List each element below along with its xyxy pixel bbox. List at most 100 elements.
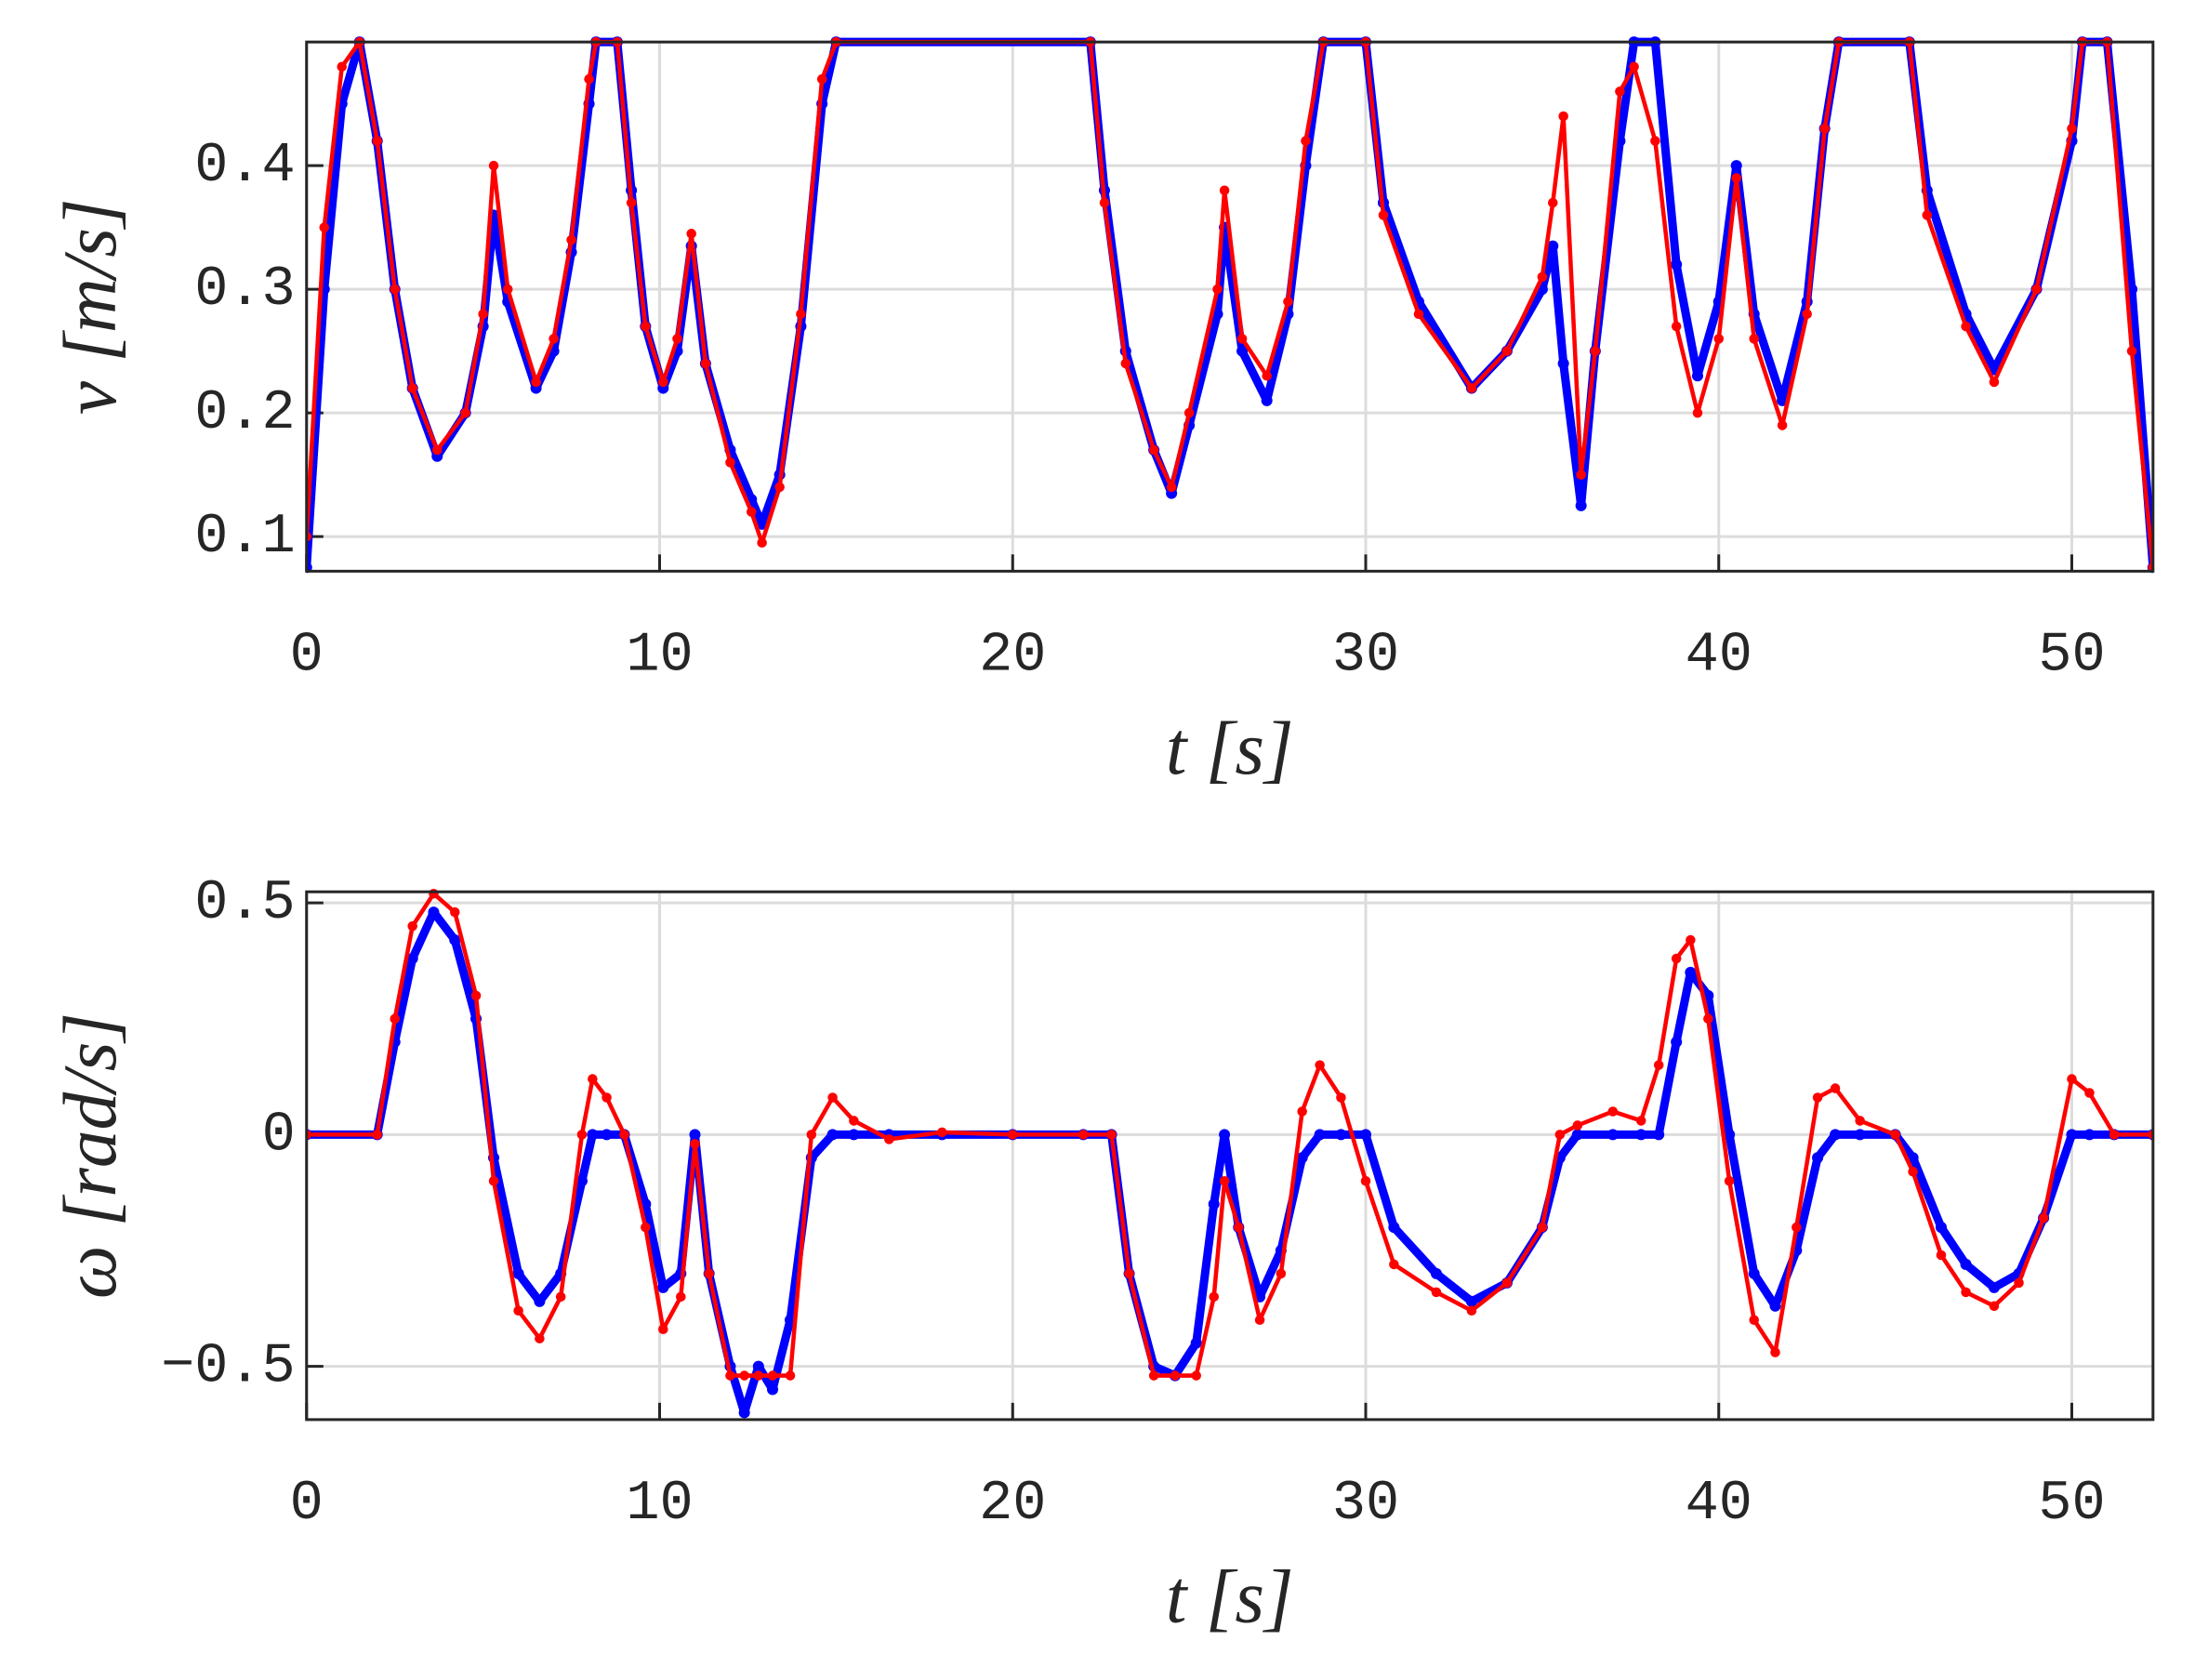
data-point: [1671, 1036, 1683, 1048]
data-point: [1335, 1129, 1347, 1141]
data-point: [1336, 1092, 1346, 1103]
data-point: [488, 160, 499, 171]
x-tick-label: 0: [290, 1473, 324, 1536]
data-point: [1936, 1250, 1947, 1261]
data-point: [1301, 136, 1311, 146]
data-point: [725, 1370, 735, 1381]
data-point: [1961, 321, 1971, 332]
data-point: [1296, 1152, 1308, 1164]
data-point: [2109, 1130, 2120, 1140]
data-point: [1124, 1268, 1134, 1279]
data-point: [1120, 358, 1131, 369]
series-line: [306, 907, 2153, 1417]
data-point: [576, 1130, 588, 1140]
data-point: [1465, 1295, 1477, 1307]
data-point: [390, 1013, 400, 1025]
data-point: [1261, 394, 1273, 406]
data-point: [587, 1129, 599, 1141]
data-point: [774, 482, 785, 493]
data-point: [2067, 123, 2077, 134]
data-point: [1607, 1106, 1619, 1117]
data-point: [1537, 1222, 1548, 1233]
series-line: [306, 39, 2153, 568]
data-point: [1190, 1337, 1202, 1349]
data-point: [1208, 1198, 1220, 1210]
data-point: [1554, 1130, 1566, 1140]
data-point: [1635, 1116, 1646, 1126]
data-point: [641, 321, 651, 332]
data-point: [2031, 284, 2042, 295]
data-point: [1166, 482, 1177, 493]
data-point: [390, 284, 400, 295]
data-point: [796, 309, 806, 320]
data-point: [1830, 1083, 1841, 1093]
data-point: [535, 1333, 545, 1343]
data-point: [1236, 345, 1249, 357]
data-point: [1691, 370, 1703, 382]
data-point: [488, 1175, 499, 1186]
data-point: [1276, 1268, 1287, 1279]
data-point: [849, 1116, 859, 1126]
data-point: [827, 1092, 838, 1103]
data-point: [1686, 934, 1696, 946]
plot-frame: [305, 40, 2155, 573]
y-tick-label: 0.4: [194, 135, 295, 198]
data-point: [1209, 1291, 1219, 1303]
data-point: [1854, 1129, 1866, 1141]
data-point: [1466, 1305, 1477, 1316]
x-tick-label: 40: [1686, 625, 1752, 688]
y-tick-label: −0.5: [161, 1336, 296, 1399]
series: [306, 906, 2153, 1419]
x-tick-label: 10: [626, 625, 693, 688]
data-point: [1212, 284, 1223, 295]
data-point: [1297, 1106, 1307, 1117]
data-point: [2084, 1088, 2095, 1098]
data-point: [657, 1281, 669, 1293]
data-point: [690, 1139, 700, 1149]
data-point: [1908, 1166, 1918, 1177]
data-point: [1170, 1370, 1181, 1381]
data-point: [757, 537, 767, 549]
data-point: [1360, 1175, 1371, 1186]
data-point: [1724, 1175, 1735, 1186]
data-point: [1501, 1277, 1513, 1289]
data-point: [1777, 420, 1788, 430]
data-point: [1792, 1222, 1802, 1233]
data-point: [1731, 173, 1741, 183]
data-point: [531, 377, 541, 388]
series: [306, 36, 2153, 574]
data-point: [1749, 334, 1759, 344]
data-point: [738, 1407, 750, 1419]
data-point: [502, 284, 513, 295]
x-tick-label: 10: [626, 1473, 693, 1536]
data-point: [785, 1370, 796, 1381]
data-point: [658, 377, 668, 388]
data-point: [1572, 1120, 1583, 1131]
data-point: [1922, 210, 1933, 220]
data-point: [428, 906, 440, 919]
data-point: [584, 73, 594, 85]
series: [306, 888, 2153, 1381]
data-point: [575, 1175, 588, 1187]
data-point: [1413, 309, 1424, 320]
data-point: [1315, 1060, 1325, 1070]
data-point: [1575, 499, 1587, 511]
data-point: [752, 1360, 764, 1372]
data-point: [1671, 953, 1682, 964]
data-point: [513, 1305, 523, 1316]
data-point: [1890, 1130, 1900, 1140]
data-point: [806, 1130, 817, 1140]
data-point: [449, 934, 461, 946]
data-point: [816, 73, 827, 85]
data-point: [470, 990, 482, 1001]
data-point: [1099, 197, 1110, 208]
data-point: [937, 1127, 947, 1138]
data-point: [1907, 1152, 1919, 1164]
data-point: [686, 229, 696, 239]
data-point: [2126, 346, 2137, 356]
data-point: [407, 383, 417, 393]
y-tick-label: 0.1: [194, 506, 295, 569]
data-point: [1685, 966, 1697, 978]
x-tick-label: 20: [979, 625, 1046, 688]
data-point: [1653, 1129, 1665, 1141]
